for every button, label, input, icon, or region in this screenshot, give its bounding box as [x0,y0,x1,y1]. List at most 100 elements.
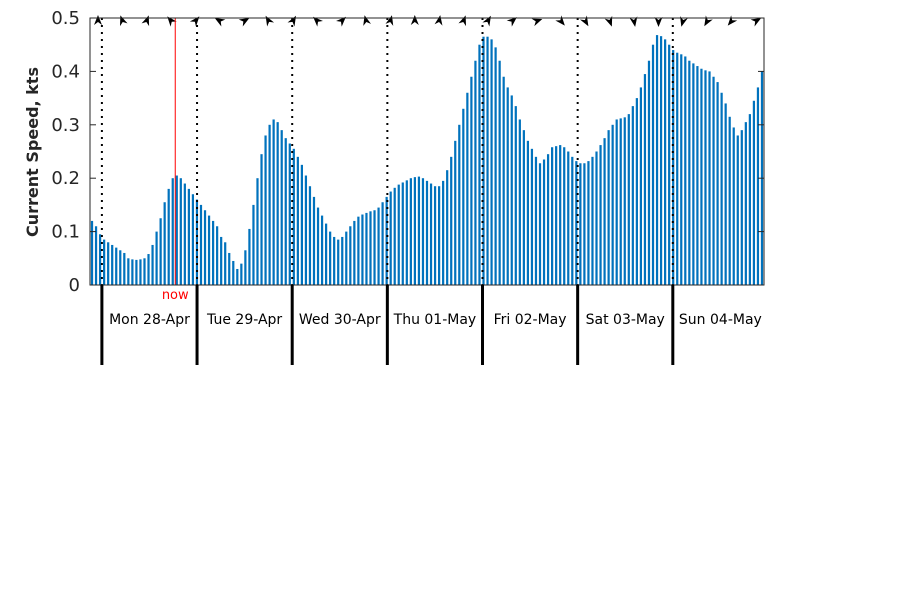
direction-arrow-icon [313,16,323,27]
speed-bar [478,44,481,286]
speed-bar [659,36,663,285]
speed-bar [312,196,316,285]
speed-bar [272,119,275,286]
arrow-head [680,16,688,27]
speed-bar [139,259,142,285]
speed-bar [672,50,675,285]
speed-bar [571,156,574,285]
speed-bar [369,211,372,285]
speed-bar [579,163,582,285]
speed-bar [119,250,122,285]
speed-bar [397,184,400,285]
speed-bar [276,122,279,285]
speed-bar [143,258,146,285]
speed-bar [595,151,598,285]
direction-arrow-icon [214,18,226,27]
speed-bar [111,244,114,285]
speed-bar [429,183,433,285]
direction-arrow-icon [238,18,250,27]
speed-bar [220,236,223,285]
direction-arrow-icon [555,15,565,26]
speed-bar [724,103,727,285]
speed-bar [740,130,743,285]
speed-bar [373,210,376,285]
speed-bar [623,117,626,285]
speed-bar [179,178,182,285]
speed-bar [611,124,614,285]
speed-bar [115,247,118,285]
speed-bar [551,147,554,285]
direction-arrow-icon [680,16,688,27]
speed-bar [103,239,106,285]
speed-bar [688,60,691,285]
arrow-head [238,18,250,27]
speed-bar [474,60,477,285]
speed-bar [643,74,647,285]
speed-bar [329,231,332,285]
speed-bar [466,92,469,285]
speed-bar [216,226,219,285]
speed-bar [563,147,566,285]
speed-bar [514,106,517,285]
speed-bar [421,178,425,285]
speed-bar [692,63,695,285]
speed-bar [288,143,291,285]
speed-bar [171,178,174,285]
speed-bar [393,187,396,285]
speed-bar [191,194,195,285]
speed-bar [155,231,158,285]
direction-arrow-icon [189,16,200,27]
speed-bar [268,124,271,285]
speed-bar [183,183,186,285]
y-tick-label: 0 [69,275,80,296]
speed-bar [232,260,235,285]
arrow-head [750,18,762,27]
arrow-head [654,17,663,27]
speed-bar [409,178,412,285]
speed-bar [498,60,501,285]
speed-bar [151,244,154,285]
speed-bar [280,130,283,285]
direction-arrow-icon [506,17,517,27]
direction-arrow-icon [94,15,102,25]
speed-bar [684,56,687,286]
speed-bar [647,60,651,285]
speed-bar [260,154,263,285]
speed-bar [635,98,638,285]
speed-bar [341,236,344,285]
speed-bar [668,44,671,286]
speed-bar [244,250,247,285]
speed-bar [320,215,324,285]
speed-bar [433,186,437,285]
speed-bar [90,220,94,285]
speed-bar [482,36,485,285]
speed-bar [401,182,404,285]
speed-bar [337,239,340,285]
y-tick-label: 0.4 [51,61,80,82]
speed-bar [575,161,578,285]
speed-bar [486,36,489,285]
speed-bar [583,163,586,285]
speed-bar [207,215,211,285]
speed-bar [627,114,630,286]
speed-bar [228,252,231,285]
arrow-head [531,18,543,27]
speed-bar [542,159,546,285]
speed-bar [559,145,562,285]
speed-bar [664,39,667,285]
arrow-head [727,15,738,26]
speed-bar [502,76,505,286]
now-label: now [162,288,189,303]
day-label: Thu 01-May [393,312,477,328]
speed-bar [296,156,299,285]
direction-arrow-icon [167,16,177,27]
speed-bar [454,140,457,285]
y-tick-label: 0.2 [51,168,80,189]
speed-bar [187,188,190,285]
speed-bar [292,148,295,285]
speed-bar [655,35,659,286]
speed-bar [236,268,239,285]
speed-bar [555,146,558,285]
direction-arrow-icon [750,18,762,27]
speed-bar [284,138,287,285]
